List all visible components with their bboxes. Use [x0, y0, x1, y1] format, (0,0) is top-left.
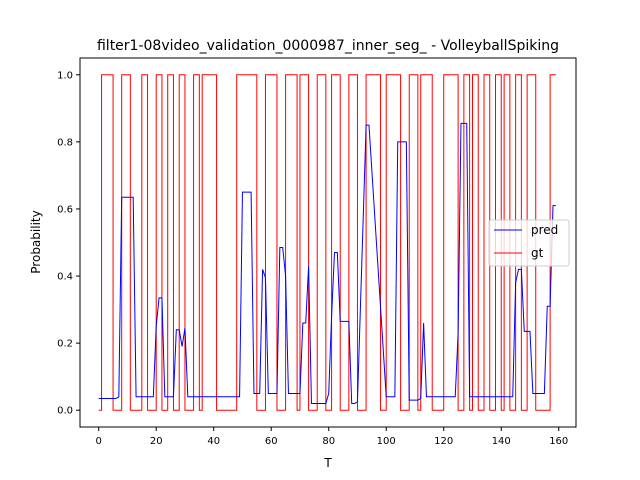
- chart-title: filter1-08video_validation_0000987_inner…: [97, 38, 559, 54]
- legend-pred-label: pred: [531, 223, 558, 237]
- x-tick-label: 40: [207, 436, 220, 447]
- legend: pred gt: [488, 219, 570, 267]
- y-axis-ticks: 0.0 0.2 0.4 0.6 0.8 1.0: [57, 70, 80, 417]
- x-tick-label: 0: [96, 436, 102, 447]
- plot-frame: [79, 57, 577, 428]
- y-tick-label: 0.0: [57, 406, 73, 417]
- y-tick-label: 0.2: [57, 339, 73, 350]
- legend-gt-label: gt: [531, 246, 544, 260]
- legend-box: [488, 219, 570, 267]
- y-tick-label: 0.8: [57, 137, 73, 148]
- x-tick-label: 60: [265, 436, 278, 447]
- x-tick-label: 100: [377, 436, 396, 447]
- x-axis-label: T: [323, 456, 332, 470]
- x-tick-label: 20: [150, 436, 163, 447]
- y-tick-label: 0.4: [57, 272, 73, 283]
- y-tick-label: 0.6: [57, 204, 73, 215]
- x-tick-label: 160: [549, 436, 568, 447]
- series-gt-line: [98, 74, 556, 411]
- y-axis-label: Probability: [29, 210, 43, 273]
- x-tick-label: 80: [322, 436, 335, 447]
- series-pred-line: [98, 122, 556, 405]
- plot-lines: [98, 74, 556, 411]
- x-axis-ticks: 0 20 40 60 80 100 120 140 160: [96, 427, 568, 447]
- y-tick-label: 1.0: [57, 70, 73, 81]
- x-tick-label: 140: [492, 436, 511, 447]
- x-tick-label: 120: [434, 436, 453, 447]
